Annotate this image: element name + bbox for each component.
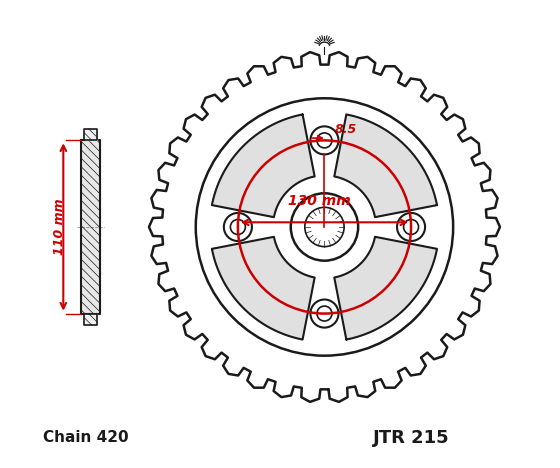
Text: JTR 215: JTR 215 xyxy=(373,429,449,446)
Polygon shape xyxy=(81,140,100,314)
Text: 110 mm: 110 mm xyxy=(53,199,66,255)
Polygon shape xyxy=(212,237,315,339)
Circle shape xyxy=(291,193,358,261)
Polygon shape xyxy=(212,115,315,217)
Text: 130 mm: 130 mm xyxy=(288,194,351,208)
Text: 8.5: 8.5 xyxy=(334,123,357,136)
Text: Chain 420: Chain 420 xyxy=(43,430,129,445)
Circle shape xyxy=(196,98,453,356)
Polygon shape xyxy=(85,129,96,140)
Polygon shape xyxy=(334,115,437,217)
Polygon shape xyxy=(334,237,437,339)
Polygon shape xyxy=(85,314,96,325)
